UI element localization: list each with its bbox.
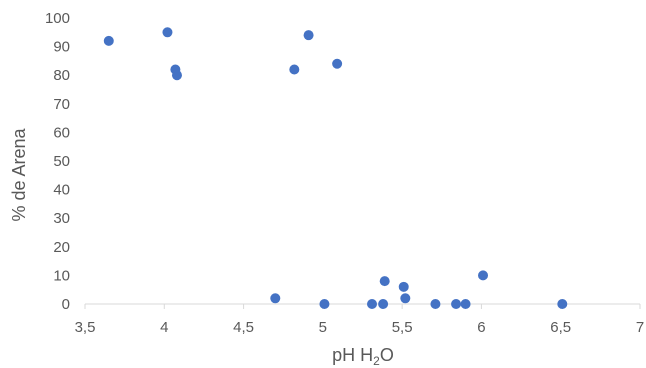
y-axis-title: % de Arena	[9, 127, 29, 221]
y-axis-tick-labels: 0 10 20 30 40 50 60 70 80 90 100	[45, 10, 70, 313]
x-tick-label: 3,5	[75, 319, 96, 336]
data-point	[162, 27, 173, 38]
y-tick-label: 30	[53, 210, 70, 227]
x-tick-label: 4,5	[233, 319, 254, 336]
y-tick-label: 60	[53, 124, 70, 141]
x-axis-title-main: pH H	[332, 345, 373, 365]
x-axis-tick-labels: 3,5 4 4,5 5 5,5 6 6,5 7	[75, 304, 644, 336]
x-tick-label: 5,5	[392, 319, 413, 336]
y-tick-label: 100	[45, 10, 70, 27]
data-point	[367, 299, 378, 309]
x-axis-title-suffix: O	[380, 345, 394, 365]
y-tick-label: 80	[53, 67, 70, 84]
data-point	[319, 299, 330, 309]
data-point	[557, 299, 568, 309]
x-axis-title-subscript: 2	[373, 354, 380, 368]
y-tick-label: 50	[53, 153, 70, 170]
y-tick-label: 90	[53, 39, 70, 56]
data-points	[103, 27, 568, 309]
data-point	[460, 299, 471, 309]
data-point	[478, 270, 489, 281]
data-point	[378, 299, 389, 309]
data-point	[379, 276, 390, 287]
x-tick-label: 7	[636, 319, 644, 336]
x-tick-label: 6	[477, 319, 485, 336]
x-tick-label: 4	[160, 319, 168, 336]
data-point	[332, 58, 343, 69]
data-point	[289, 64, 300, 75]
data-point	[398, 281, 409, 292]
data-point	[303, 30, 314, 41]
data-point	[103, 35, 114, 46]
y-tick-label: 70	[53, 96, 70, 113]
y-tick-label: 10	[53, 267, 70, 284]
y-tick-label: 20	[53, 239, 70, 256]
data-point	[400, 293, 411, 304]
data-point	[270, 293, 281, 304]
data-point	[430, 299, 441, 309]
x-tick-label: 5	[319, 319, 327, 336]
x-axis-title: pH H2O	[332, 345, 394, 368]
y-tick-label: 40	[53, 182, 70, 199]
data-point	[451, 299, 462, 309]
data-point	[171, 70, 182, 81]
y-tick-label: 0	[62, 296, 70, 313]
x-tick-label: 6,5	[550, 319, 571, 336]
